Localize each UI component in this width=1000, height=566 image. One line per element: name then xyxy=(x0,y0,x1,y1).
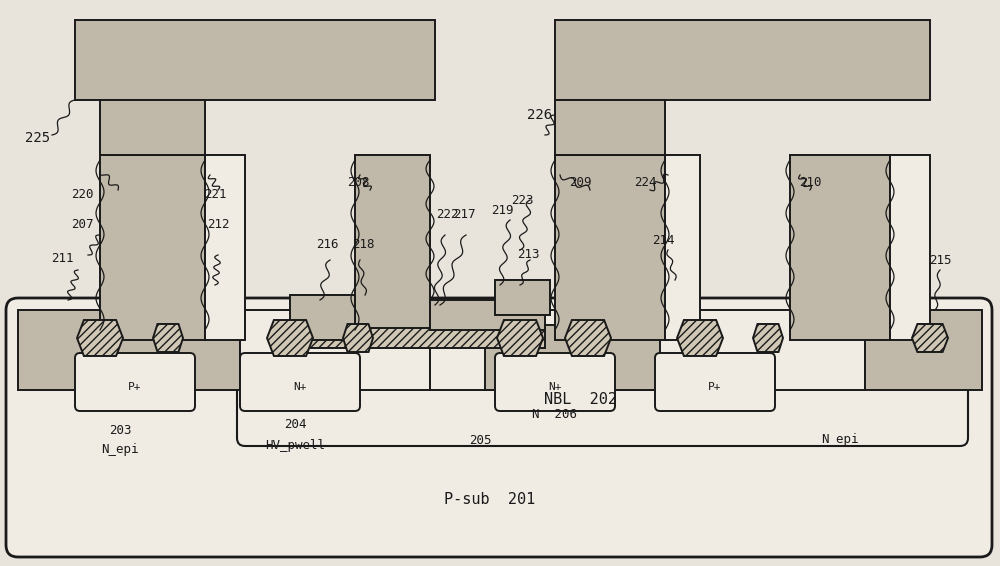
FancyBboxPatch shape xyxy=(655,353,775,411)
Bar xyxy=(75,20,435,100)
Bar xyxy=(865,310,982,390)
Polygon shape xyxy=(677,320,723,356)
Text: N_epi: N_epi xyxy=(821,434,859,447)
Bar xyxy=(790,155,890,340)
Text: N+: N+ xyxy=(293,382,307,392)
Text: 214: 214 xyxy=(652,234,674,247)
Text: 204: 204 xyxy=(284,418,306,431)
Bar xyxy=(100,155,205,340)
Polygon shape xyxy=(753,324,783,352)
Text: 207: 207 xyxy=(71,218,93,231)
Bar xyxy=(430,300,545,330)
Text: HV_pwell: HV_pwell xyxy=(265,439,325,452)
Bar xyxy=(555,155,665,340)
Bar xyxy=(290,328,545,348)
Text: 223: 223 xyxy=(511,194,533,207)
Bar xyxy=(495,280,550,315)
Text: 222: 222 xyxy=(436,208,458,221)
FancyBboxPatch shape xyxy=(75,353,195,411)
Text: 208: 208 xyxy=(347,177,369,190)
Text: 225: 225 xyxy=(25,131,51,145)
Text: 224: 224 xyxy=(634,177,656,190)
Polygon shape xyxy=(77,320,123,356)
Bar xyxy=(100,100,205,155)
Bar xyxy=(485,325,660,390)
Bar xyxy=(355,155,430,340)
Bar xyxy=(18,310,240,390)
Text: 217: 217 xyxy=(453,208,475,221)
Polygon shape xyxy=(343,324,373,352)
Bar xyxy=(555,20,930,100)
Text: 219: 219 xyxy=(491,204,513,217)
Text: 211: 211 xyxy=(51,251,73,264)
Text: 205: 205 xyxy=(469,434,491,447)
Text: P+: P+ xyxy=(708,382,722,392)
Text: N_epi: N_epi xyxy=(101,444,139,457)
Bar xyxy=(555,100,665,155)
Bar xyxy=(665,155,700,340)
Text: N+: N+ xyxy=(548,382,562,392)
Text: N  206: N 206 xyxy=(532,409,578,422)
Bar xyxy=(290,295,355,340)
Text: 210: 210 xyxy=(799,177,821,190)
Polygon shape xyxy=(912,324,948,352)
Text: 216: 216 xyxy=(316,238,338,251)
Polygon shape xyxy=(153,324,183,352)
FancyBboxPatch shape xyxy=(495,353,615,411)
FancyBboxPatch shape xyxy=(240,353,360,411)
Text: 220: 220 xyxy=(71,188,93,201)
Text: 209: 209 xyxy=(569,177,591,190)
Text: NBL  202: NBL 202 xyxy=(544,392,616,408)
Text: 212: 212 xyxy=(207,218,229,231)
Bar xyxy=(430,310,865,390)
Text: P+: P+ xyxy=(128,382,142,392)
Text: 215: 215 xyxy=(929,254,951,267)
FancyBboxPatch shape xyxy=(237,362,968,446)
FancyBboxPatch shape xyxy=(6,298,992,557)
Text: 213: 213 xyxy=(517,248,539,261)
Bar xyxy=(240,310,430,390)
Bar xyxy=(205,155,245,340)
Text: 218: 218 xyxy=(352,238,374,251)
Polygon shape xyxy=(497,320,543,356)
Polygon shape xyxy=(565,320,611,356)
Text: 203: 203 xyxy=(109,423,131,436)
Text: 221: 221 xyxy=(204,188,226,201)
Polygon shape xyxy=(267,320,313,356)
Text: P-sub  201: P-sub 201 xyxy=(444,492,536,508)
Text: 226: 226 xyxy=(527,108,553,122)
Bar xyxy=(890,155,930,340)
